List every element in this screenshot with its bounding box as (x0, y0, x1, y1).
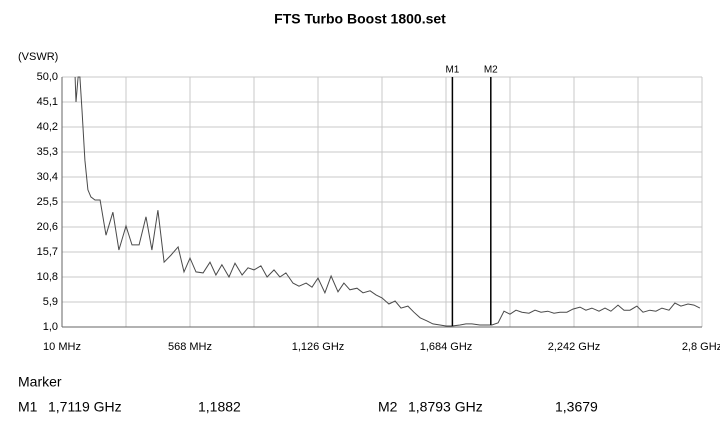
marker-label: M2 (484, 65, 498, 76)
y-tick-label: 1,0 (43, 321, 58, 333)
y-axis-label: (VSWR) (18, 51, 58, 63)
vswr-line (74, 76, 701, 327)
marker-value: 1,1882 (198, 399, 241, 415)
y-tick-label: 40,2 (37, 121, 58, 133)
y-tick-label: 30,4 (37, 171, 58, 183)
x-tick-label: 1,684 GHz (420, 341, 473, 353)
marker-frequency: 1,7119 GHz (48, 399, 122, 415)
y-tick-label: 20,6 (37, 221, 58, 233)
chart-title: FTS Turbo Boost 1800.set (274, 11, 446, 27)
x-tick-label: 10 MHz (43, 341, 81, 353)
x-tick-label: 568 MHz (168, 341, 212, 353)
marker-name: M1 (18, 399, 38, 415)
marker-frequency: 1,8793 GHz (408, 399, 483, 415)
y-tick-label: 15,7 (37, 246, 58, 258)
y-tick-label: 10,8 (37, 271, 58, 283)
x-tick-label: 2,8 GHz (682, 341, 720, 353)
marker-value: 1,3679 (555, 399, 598, 415)
marker-heading: Marker (18, 374, 62, 390)
y-tick-label: 50,0 (37, 71, 58, 83)
marker-name: M2 (378, 399, 398, 415)
marker-label: M1 (445, 65, 459, 76)
x-tick-label: 2,242 GHz (548, 341, 601, 353)
y-tick-label: 45,1 (37, 96, 58, 108)
y-tick-label: 5,9 (43, 296, 58, 308)
x-tick-label: 1,126 GHz (292, 341, 345, 353)
y-tick-label: 25,5 (37, 196, 58, 208)
y-tick-label: 35,3 (37, 146, 58, 158)
